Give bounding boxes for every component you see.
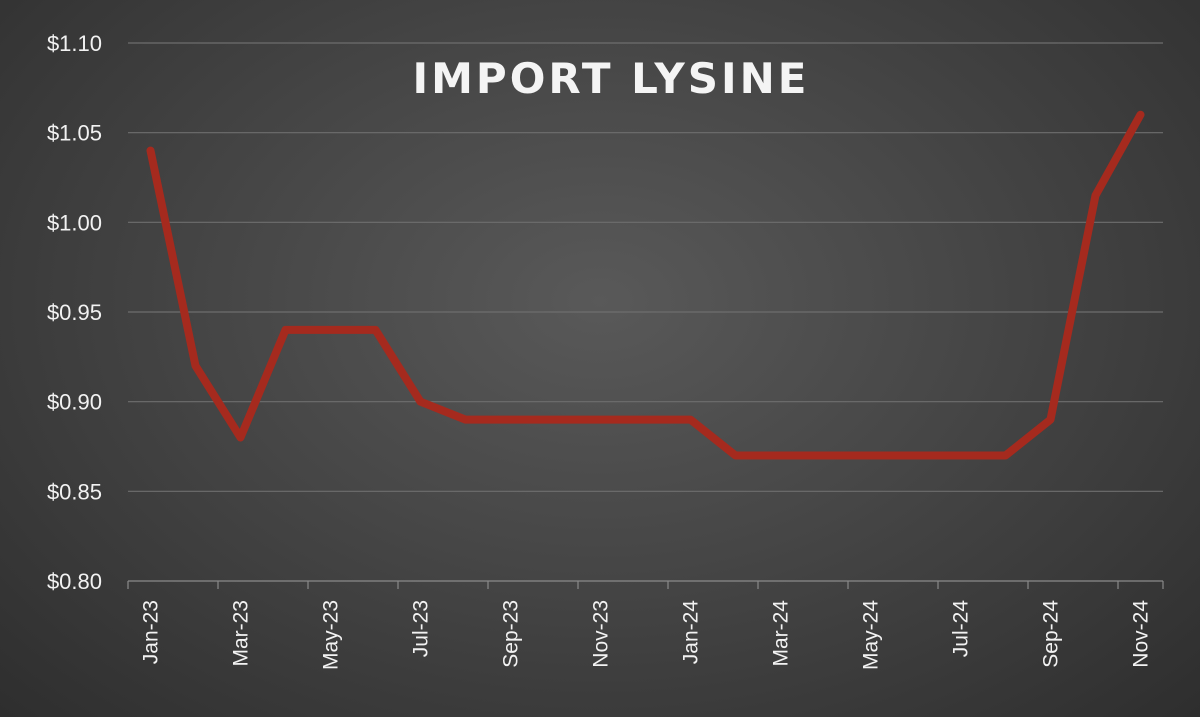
y-axis-tick-labels: $0.80 $0.85 $0.90 $0.95 $1.00 $1.05 $1.10 <box>47 31 102 594</box>
x-tick-label: Jan-24 <box>680 600 703 665</box>
series-lines <box>146 110 1145 460</box>
x-tick-label: May-23 <box>320 600 343 670</box>
series-line <box>146 110 1145 460</box>
grid-lines <box>128 42 1163 492</box>
y-tick-label: $0.85 <box>47 479 102 504</box>
x-tick-label: Mar-23 <box>230 600 253 667</box>
x-tick-label: Mar-24 <box>770 600 793 667</box>
x-tick-label: May-24 <box>860 600 883 670</box>
x-tick-label: Jul-23 <box>410 600 433 657</box>
x-tick-label: Nov-24 <box>1130 600 1153 668</box>
y-tick-label: $0.95 <box>47 300 102 325</box>
x-tick-label: Sep-23 <box>500 600 523 668</box>
x-tick-label: Jul-24 <box>950 600 973 658</box>
y-tick-label: $1.05 <box>47 121 102 146</box>
y-tick-label: $1.10 <box>47 31 102 56</box>
y-tick-label: $0.80 <box>47 569 102 594</box>
y-tick-label: $0.90 <box>47 390 102 415</box>
chart-title: IMPORT LYSINE <box>413 54 810 103</box>
x-tick-label: Sep-24 <box>1040 600 1063 668</box>
x-tick-label: Jan-23 <box>140 600 163 664</box>
x-tick-label: Nov-23 <box>590 600 613 668</box>
x-axis-tick-labels: Jan-23 Mar-23 May-23 Jul-23 Sep-23 Nov-23 Jan-… <box>140 600 1153 670</box>
y-tick-label: $1.00 <box>47 210 102 235</box>
x-axis <box>127 580 1164 589</box>
